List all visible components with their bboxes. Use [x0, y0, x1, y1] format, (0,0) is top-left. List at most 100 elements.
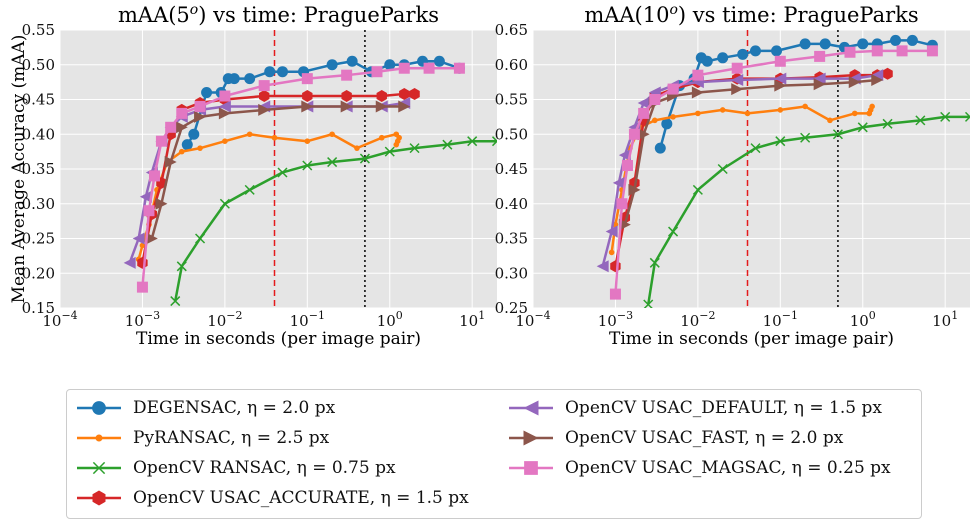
data-point	[744, 110, 751, 117]
data-point	[271, 134, 278, 141]
data-point	[176, 107, 188, 119]
data-point	[222, 138, 228, 144]
series-line	[647, 115, 970, 305]
legend-label: OpenCV USAC_DEFAULT, η = 1.5 px	[565, 398, 882, 418]
data-point	[813, 72, 826, 85]
data-point	[608, 249, 615, 256]
data-point	[341, 69, 353, 81]
data-point	[654, 142, 666, 154]
legend-label: DEGENSAC, η = 2.0 px	[133, 398, 336, 418]
x-tick-label: 100	[850, 309, 876, 330]
legend-label: OpenCV RANSAC, η = 0.75 px	[133, 458, 396, 478]
data-point	[246, 131, 253, 138]
data-point	[866, 110, 873, 117]
data-point	[178, 148, 185, 155]
legend-marker	[524, 461, 538, 475]
data-point	[618, 149, 631, 162]
data-point	[649, 94, 661, 105]
data-point	[616, 198, 628, 210]
data-point	[194, 110, 207, 123]
legend-label: OpenCV USAC_FAST, η = 2.0 px	[565, 428, 844, 448]
series-line	[601, 73, 878, 267]
data-point	[258, 103, 271, 116]
data-point	[341, 90, 352, 103]
legend: DEGENSAC, η = 2.0 px PyRANSAC, η = 2.5 px…	[66, 389, 922, 519]
data-point	[628, 183, 641, 196]
x-tick-label: 10−4	[42, 309, 77, 330]
y-tick-label: 0.30	[22, 195, 55, 213]
data-point	[148, 170, 160, 182]
data-point	[771, 45, 783, 57]
data-point	[139, 190, 152, 203]
y-axis-label: Mean Average Accuracy (mAA)	[9, 35, 29, 304]
x-tick-label: 101	[459, 309, 485, 330]
chart-title: mAA(10o) vs time: PragueParks	[584, 2, 918, 27]
y-tick-label: 0.20	[22, 264, 55, 282]
x-tick-label: 10−4	[515, 309, 550, 330]
data-point	[384, 59, 396, 71]
data-point	[832, 129, 843, 140]
y-tick-label: 0.25	[495, 299, 528, 317]
data-point	[219, 198, 230, 209]
legend-swatch	[77, 401, 121, 415]
data-point	[327, 157, 338, 168]
data-point	[218, 107, 231, 120]
data-point	[749, 45, 761, 57]
data-point	[844, 46, 856, 58]
data-point	[276, 66, 288, 78]
data-point	[871, 69, 884, 82]
y-tick-label: 0.65	[495, 21, 528, 39]
data-point	[143, 205, 155, 217]
legend-item-opencv-ransac: OpenCV RANSAC, η = 0.75 px	[75, 456, 396, 480]
data-point	[467, 136, 478, 147]
data-point	[375, 100, 388, 113]
legend-marker	[92, 401, 106, 415]
data-point	[596, 260, 609, 273]
y-tick-label: 0.40	[22, 125, 55, 143]
x-axis-label: Time in seconds (per image pair)	[609, 329, 894, 349]
legend-swatch	[509, 430, 553, 446]
data-point	[195, 233, 206, 244]
data-point	[398, 62, 410, 74]
data-point	[906, 34, 918, 46]
legend-label: OpenCV USAC_ACCURATE, η = 1.5 px	[133, 488, 469, 508]
y-tick-label: 0.60	[495, 56, 528, 74]
x-tick-label: 10−1	[290, 309, 325, 330]
data-point	[393, 141, 400, 148]
data-point	[638, 107, 650, 119]
series-line	[174, 139, 497, 302]
data-point	[264, 66, 276, 78]
data-point	[453, 62, 465, 74]
data-point	[433, 55, 445, 67]
data-point	[621, 160, 633, 172]
legend-swatch	[509, 400, 553, 416]
data-point	[605, 225, 618, 238]
data-point	[181, 139, 193, 151]
data-point	[442, 139, 453, 150]
y-tick-label: 0.35	[495, 230, 528, 248]
legend-marker	[92, 490, 106, 506]
x-tick-label: 10−3	[125, 309, 160, 330]
data-point	[637, 96, 650, 109]
data-point	[218, 100, 231, 113]
x-tick-label: 10−3	[598, 309, 633, 330]
legend-item-usac-fast: OpenCV USAC_FAST, η = 2.0 px	[507, 426, 843, 450]
data-point	[145, 232, 158, 245]
series-usac-fast	[145, 100, 411, 245]
data-point	[123, 256, 136, 269]
data-point	[813, 78, 826, 91]
data-point	[371, 66, 383, 78]
data-point	[851, 110, 858, 117]
legend-swatch	[509, 461, 553, 475]
data-point	[170, 296, 181, 307]
data-point	[132, 232, 145, 245]
data-point	[329, 131, 335, 138]
data-point	[731, 62, 743, 74]
data-point	[378, 134, 385, 141]
data-point	[244, 73, 256, 85]
data-point	[136, 281, 148, 293]
data-point	[612, 176, 625, 189]
data-point	[165, 121, 177, 133]
data-point	[737, 48, 749, 60]
data-point	[649, 257, 660, 268]
